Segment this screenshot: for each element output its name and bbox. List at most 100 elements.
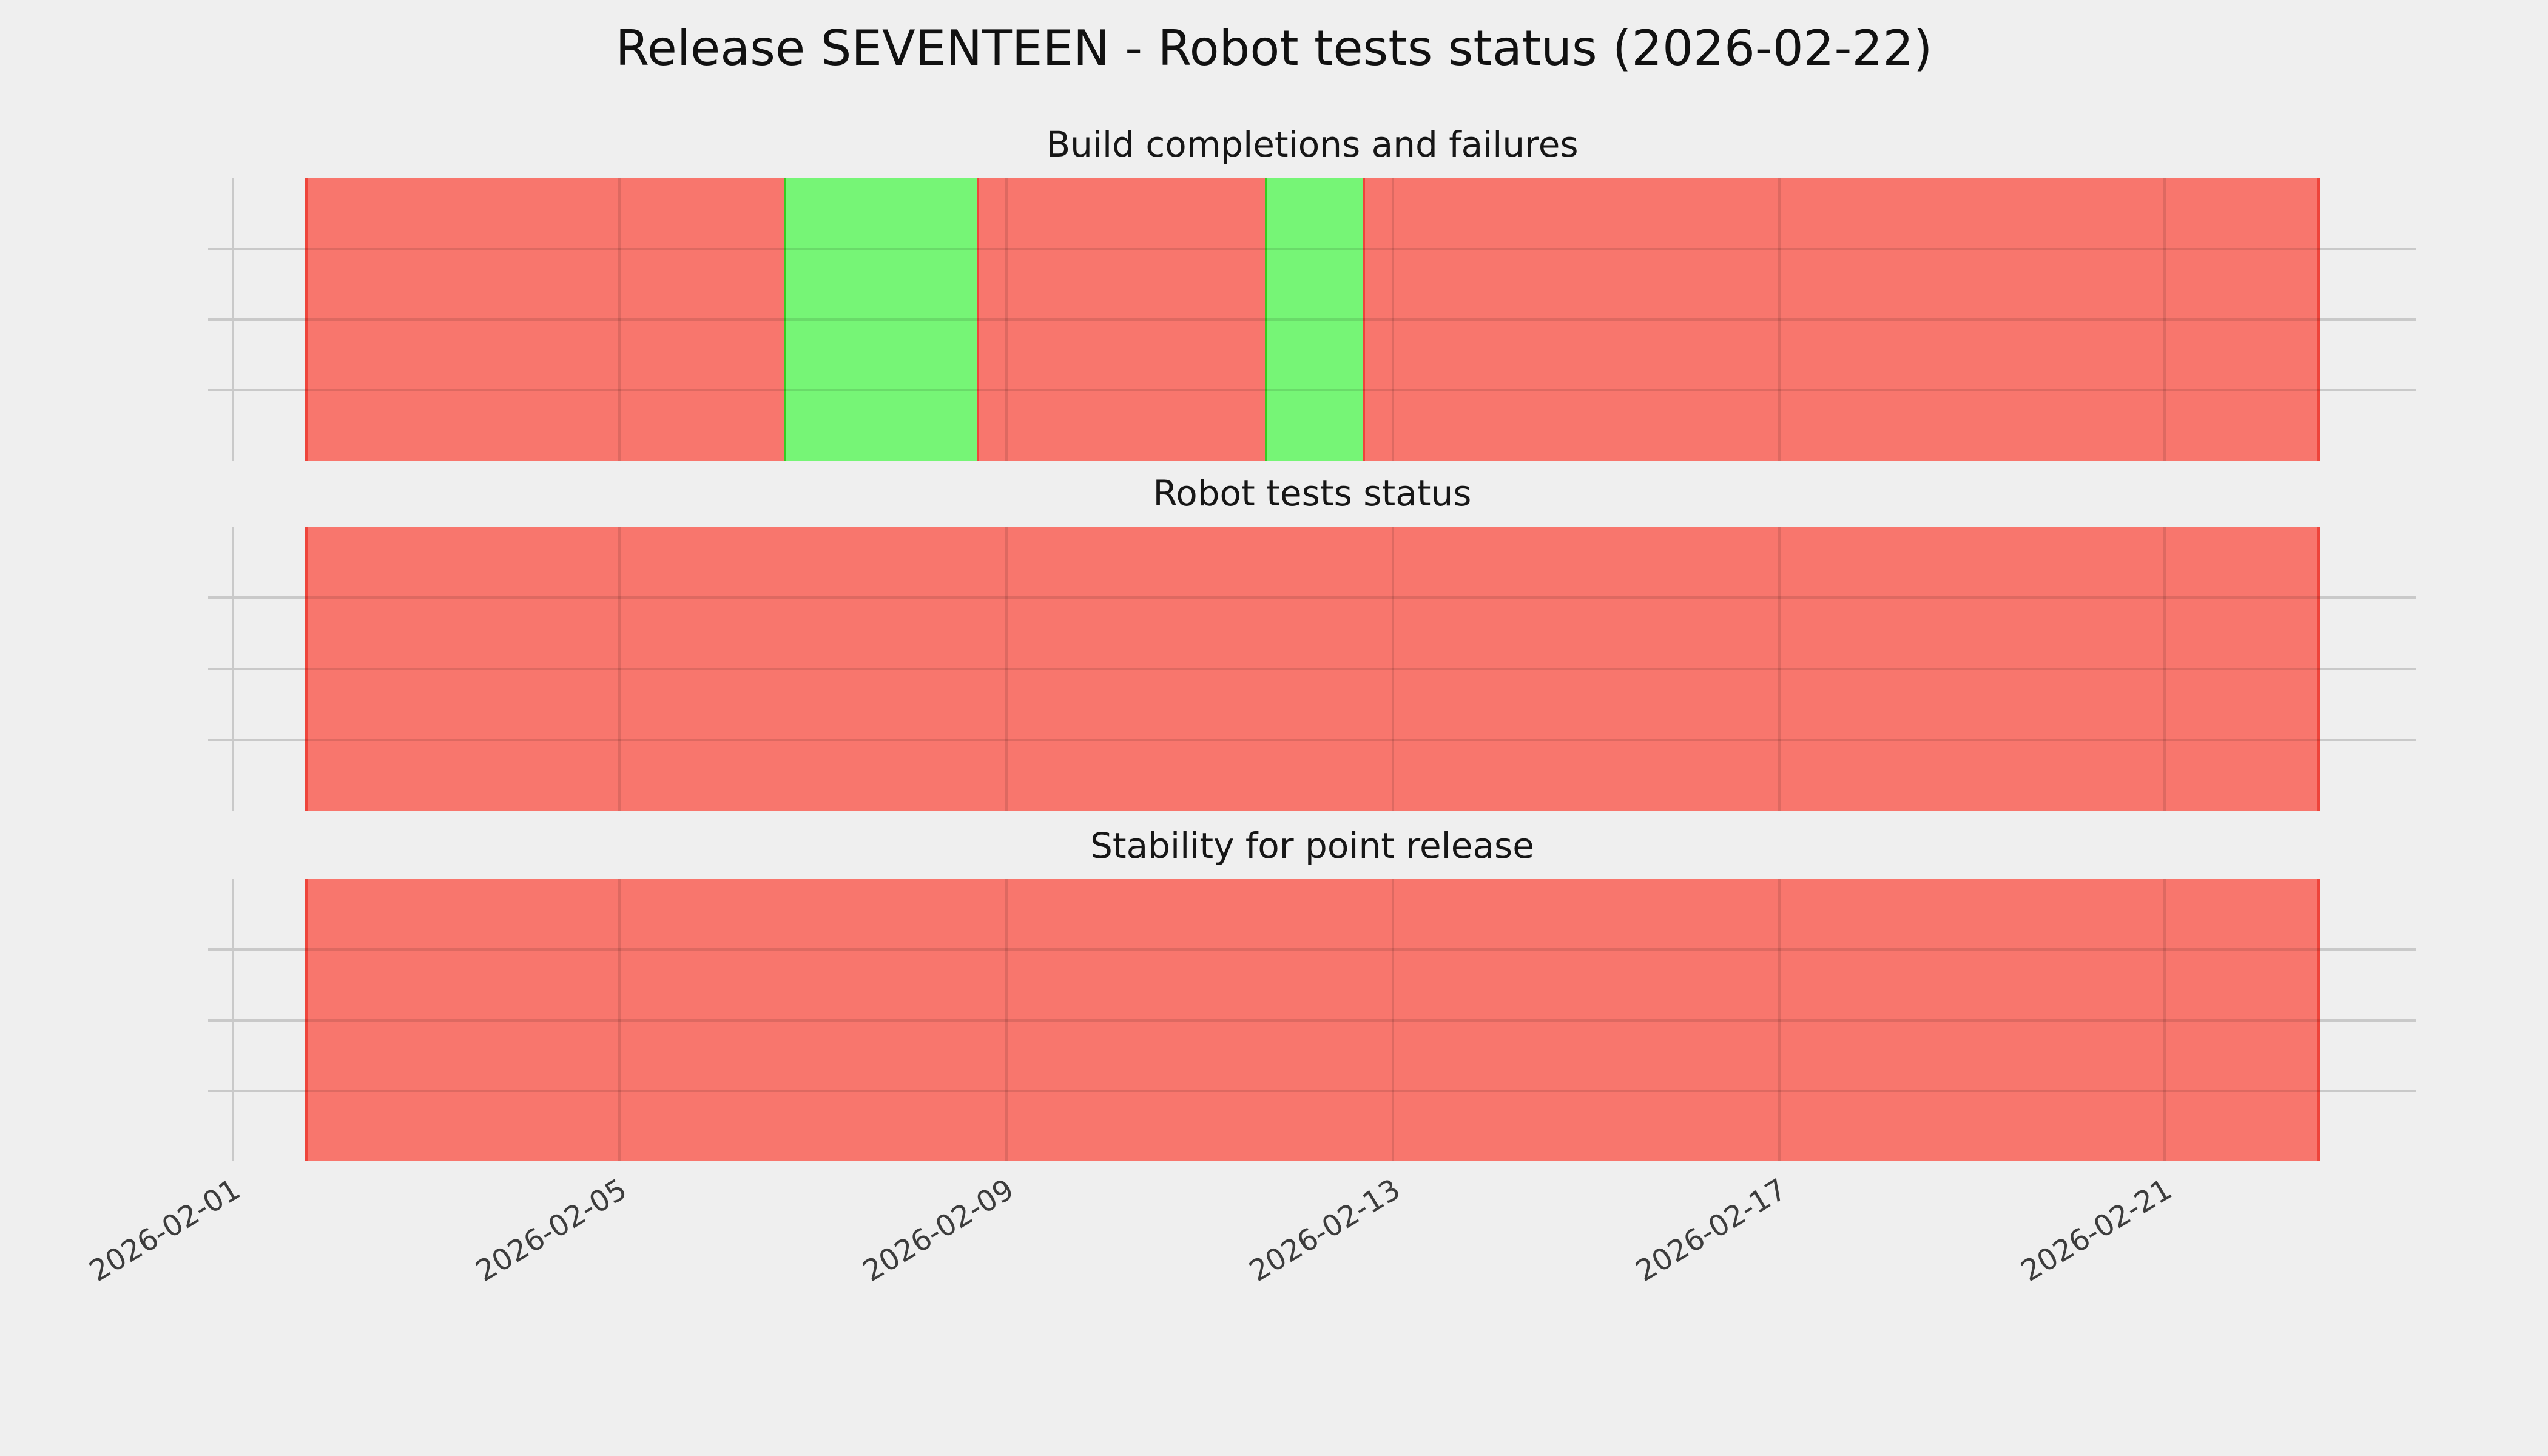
day-cell-2026-02-09-fail [977, 527, 1074, 811]
day-cell-2026-02-16-fail [1647, 879, 1744, 1161]
day-cell-2026-02-18-fail [1841, 178, 1936, 461]
day-cell-2026-02-04-fail [499, 879, 595, 1161]
x-gridline-over-bar [618, 527, 621, 811]
day-cell-2026-02-13-fail [1360, 879, 1457, 1161]
day-cell-2026-02-10-fail [1073, 879, 1169, 1161]
day-cell-2026-02-12-pass [1265, 178, 1363, 461]
day-cell-2026-02-06-fail [690, 527, 786, 811]
x-tick-label: 2026-02-01 [83, 1172, 246, 1289]
figure-title: Release SEVENTEEN - Robot tests status (… [615, 20, 1933, 76]
day-cell-2026-02-11-fail [1168, 527, 1265, 811]
day-cell-2026-02-02-fail [305, 879, 403, 1161]
day-cell-2026-02-17-fail [1745, 178, 1841, 461]
x-gridline-over-bar [1005, 178, 1008, 461]
x-gridline-over-bar [2163, 178, 2166, 461]
day-cell-2026-02-21-fail [2126, 879, 2222, 1161]
day-cell-2026-02-07-pass [784, 178, 882, 461]
day-cell-2026-02-17-fail [1743, 879, 1839, 1161]
y-gridline-over-bar [305, 247, 2320, 250]
day-cell-2026-02-20-fail [2030, 527, 2126, 811]
day-cell-2026-02-12-fail [1264, 879, 1361, 1161]
status-bar-strip [305, 178, 2320, 461]
subplot-title-build-completions: Build completions and failures [1046, 124, 1579, 166]
y-gridline-over-bar [305, 1019, 2320, 1022]
x-tick-label: 2026-02-09 [857, 1172, 1020, 1289]
day-cell-2026-02-05-fail [595, 527, 691, 811]
day-cell-2026-02-15-fail [1555, 178, 1651, 461]
x-gridline-over-bar [2163, 527, 2166, 811]
x-gridline-over-bar [2163, 879, 2166, 1161]
day-cell-2026-02-03-fail [403, 527, 499, 811]
subplot-build-completions: Build completions and failures [208, 126, 2416, 461]
day-cells [305, 879, 2320, 1161]
day-cell-2026-02-13-fail [1360, 527, 1457, 811]
day-cell-2026-02-05-fail [593, 178, 689, 461]
x-gridline-over-bar [1391, 178, 1394, 461]
y-gridline-over-bar [305, 667, 2320, 670]
x-gridline [232, 178, 235, 461]
day-cell-2026-02-07-fail [786, 527, 882, 811]
day-cell-2026-02-22-fail [2222, 178, 2320, 461]
subplot-robot-tests: Robot tests status [208, 475, 2416, 811]
x-gridline-over-bar [1778, 527, 1781, 811]
status-bar-strip [305, 879, 2320, 1161]
day-cell-2026-02-13-fail [1362, 178, 1460, 461]
subplot-stability: Stability for point release [208, 827, 2416, 1161]
day-cell-2026-02-09-fail [977, 879, 1074, 1161]
x-gridline-over-bar [1778, 879, 1781, 1161]
x-gridline [232, 879, 235, 1161]
day-cell-2026-02-05-fail [595, 879, 691, 1161]
day-cell-2026-02-14-fail [1456, 527, 1552, 811]
day-cell-2026-02-02-fail [305, 178, 403, 461]
day-cell-2026-02-06-fail [689, 178, 784, 461]
plot-area-build-completions [208, 178, 2416, 461]
x-gridline-over-bar [1391, 879, 1394, 1161]
y-gridline-over-bar [305, 948, 2320, 951]
x-tick-label: 2026-02-05 [470, 1172, 633, 1289]
day-cell-2026-02-08-fail [881, 879, 978, 1161]
day-cell-2026-02-20-fail [2030, 879, 2126, 1161]
day-cell-2026-02-03-fail [403, 879, 499, 1161]
plot-area-stability [208, 879, 2416, 1161]
subplot-title-robot-tests: Robot tests status [1153, 473, 1472, 514]
status-bar-strip [305, 527, 2320, 811]
day-cell-2026-02-03-fail [403, 178, 499, 461]
x-gridline-over-bar [1778, 178, 1781, 461]
day-cell-2026-02-18-fail [1839, 527, 1935, 811]
x-axis-tick-labels: 2026-02-01 2026-02-05 2026-02-09 2026-02-13… [84, 1171, 2416, 1329]
x-gridline-over-bar [1005, 879, 1008, 1161]
x-gridline-over-bar [1391, 527, 1394, 811]
day-cell-2026-02-21-fail [2126, 178, 2222, 461]
day-cell-2026-02-22-fail [2222, 879, 2320, 1161]
x-tick-label: 2026-02-17 [1630, 1172, 1793, 1289]
y-gridline-over-bar [305, 1089, 2320, 1092]
day-cell-2026-02-16-fail [1650, 178, 1746, 461]
day-cell-2026-02-02-fail [305, 527, 403, 811]
day-cell-2026-02-11-fail [1168, 879, 1265, 1161]
day-cell-2026-02-04-fail [499, 527, 595, 811]
day-cell-2026-02-06-fail [690, 879, 786, 1161]
x-tick-label: 2026-02-13 [1243, 1172, 1406, 1289]
x-gridline-over-bar [618, 178, 621, 461]
day-cell-2026-02-18-fail [1839, 879, 1935, 1161]
day-cell-2026-02-20-fail [2031, 178, 2127, 461]
y-gridline-over-bar [305, 318, 2320, 321]
plot-area-robot-tests [208, 527, 2416, 811]
day-cell-2026-02-10-fail [1073, 527, 1169, 811]
y-gridline-over-bar [305, 389, 2320, 392]
x-gridline-over-bar [618, 879, 621, 1161]
day-cell-2026-02-22-fail [2222, 527, 2320, 811]
x-gridline-over-bar [1005, 527, 1008, 811]
day-cell-2026-02-08-fail [881, 527, 978, 811]
day-cell-2026-02-21-fail [2126, 527, 2222, 811]
day-cell-2026-02-19-fail [1934, 879, 2031, 1161]
y-gridline-over-bar [305, 596, 2320, 599]
y-gridline-over-bar [305, 738, 2320, 741]
day-cells [305, 527, 2320, 811]
day-cell-2026-02-04-fail [498, 178, 594, 461]
day-cell-2026-02-17-fail [1743, 527, 1839, 811]
x-gridline [232, 527, 235, 811]
day-cell-2026-02-14-fail [1456, 879, 1552, 1161]
day-cell-2026-02-16-fail [1647, 527, 1744, 811]
subplot-title-stability: Stability for point release [1090, 825, 1534, 867]
